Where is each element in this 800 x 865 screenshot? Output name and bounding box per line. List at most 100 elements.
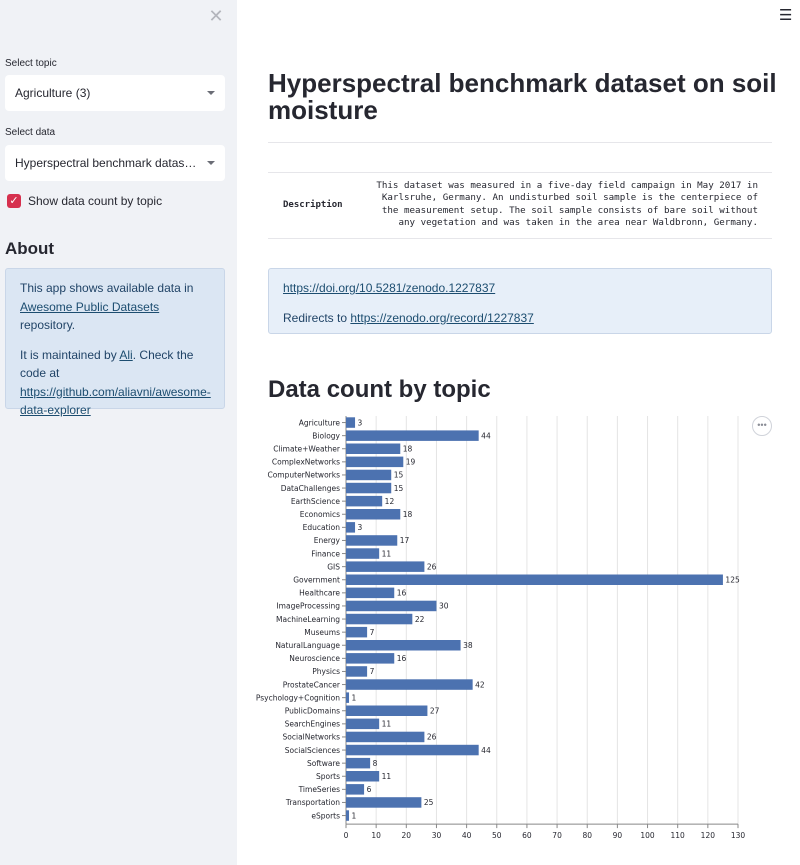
bar bbox=[346, 522, 356, 533]
bar-value-label: 18 bbox=[403, 444, 413, 453]
bar bbox=[346, 626, 368, 638]
bar bbox=[346, 718, 380, 730]
x-tick-label: 30 bbox=[432, 831, 442, 840]
category-label: ImageProcessing bbox=[276, 602, 340, 611]
category-label: Software bbox=[307, 759, 340, 768]
category-label: Museums bbox=[304, 628, 340, 637]
bar-value-label: 25 bbox=[424, 798, 434, 807]
bar-value-label: 26 bbox=[427, 733, 437, 742]
bar bbox=[346, 456, 404, 468]
x-tick-label: 80 bbox=[582, 831, 592, 840]
category-label: SearchEngines bbox=[285, 720, 340, 729]
category-label: Neuroscience bbox=[289, 654, 340, 663]
bar-value-label: 15 bbox=[394, 471, 404, 480]
bar bbox=[346, 495, 383, 507]
bar bbox=[346, 443, 401, 454]
bar-value-label: 8 bbox=[373, 759, 378, 768]
page-title: Hyperspectral benchmark dataset on soil … bbox=[268, 68, 777, 125]
bar-value-label: 16 bbox=[397, 589, 407, 598]
category-label: Economics bbox=[300, 510, 340, 519]
bar-value-label: 42 bbox=[475, 680, 485, 689]
bar-value-label: 11 bbox=[382, 772, 392, 781]
bar bbox=[346, 653, 395, 664]
bar-value-label: 6 bbox=[367, 785, 372, 794]
bar bbox=[346, 679, 473, 690]
bar-value-label: 11 bbox=[382, 720, 392, 729]
github-code-link[interactable]: https://github.com/aliavni/awesome-data-… bbox=[20, 384, 211, 418]
bar bbox=[346, 613, 413, 625]
x-tick-label: 120 bbox=[701, 831, 716, 840]
bar-value-label: 11 bbox=[382, 549, 392, 558]
about-text: repository. bbox=[20, 318, 76, 332]
bar bbox=[346, 692, 350, 703]
chevron-down-icon bbox=[207, 91, 215, 95]
category-label: GIS bbox=[327, 562, 340, 571]
about-text: This app shows available data in bbox=[20, 281, 194, 295]
category-label: Finance bbox=[311, 549, 340, 558]
bar bbox=[346, 744, 479, 756]
category-label: SocialNetworks bbox=[283, 733, 341, 742]
bar-value-label: 7 bbox=[370, 667, 375, 676]
data-select-value: Hyperspectral benchmark dataset on soil … bbox=[15, 156, 225, 170]
table-bottom-border bbox=[268, 238, 772, 239]
section-title: Data count by topic bbox=[268, 376, 491, 403]
category-label: DataChallenges bbox=[281, 484, 340, 493]
category-label: Climate+Weather bbox=[273, 444, 341, 453]
bar bbox=[346, 587, 395, 599]
category-label: eSports bbox=[311, 811, 340, 820]
close-icon[interactable]: ✕ bbox=[208, 6, 224, 26]
author-link[interactable]: Ali bbox=[119, 347, 133, 362]
bar-value-label: 125 bbox=[725, 575, 740, 584]
topic-select-value: Agriculture (3) bbox=[15, 86, 91, 100]
x-tick-label: 110 bbox=[671, 831, 686, 840]
awesome-datasets-link[interactable]: Awesome Public Datasets bbox=[20, 299, 160, 314]
show-count-checkbox-row[interactable]: ✓ Show data count by topic bbox=[7, 193, 162, 209]
bar bbox=[346, 771, 380, 782]
bar bbox=[346, 666, 368, 677]
redirect-text: Redirects to bbox=[283, 311, 351, 325]
bar-value-label: 18 bbox=[403, 510, 413, 519]
bar bbox=[346, 640, 461, 651]
sidebar: ✕ Select topic Agriculture (3) Select da… bbox=[0, 0, 237, 865]
bar-value-label: 1 bbox=[352, 693, 357, 702]
bar bbox=[346, 469, 392, 481]
category-label: Healthcare bbox=[299, 589, 340, 598]
bar-value-label: 15 bbox=[394, 484, 404, 493]
category-label: Education bbox=[303, 523, 341, 532]
category-label: Energy bbox=[314, 536, 341, 545]
category-label: PublicDomains bbox=[285, 706, 340, 715]
show-count-checkbox-label: Show data count by topic bbox=[28, 194, 163, 208]
x-tick-label: 70 bbox=[552, 831, 562, 840]
category-label: ProstateCancer bbox=[283, 680, 341, 689]
x-tick-label: 100 bbox=[640, 831, 655, 840]
about-heading: About bbox=[5, 239, 55, 258]
category-label: Agriculture bbox=[299, 418, 341, 427]
doi-link[interactable]: https://doi.org/10.5281/zenodo.1227837 bbox=[283, 281, 496, 295]
bar-value-label: 44 bbox=[481, 431, 491, 440]
checkbox-checked-icon[interactable]: ✓ bbox=[7, 194, 21, 208]
category-label: Transportation bbox=[285, 798, 340, 807]
category-label: SocialSciences bbox=[285, 746, 340, 755]
topic-select[interactable]: Agriculture (3) bbox=[5, 75, 225, 111]
bar bbox=[346, 705, 428, 716]
category-label: EarthScience bbox=[291, 497, 341, 506]
links-info-box: https://doi.org/10.5281/zenodo.1227837 R… bbox=[268, 268, 772, 334]
select-topic-label: Select topic bbox=[5, 58, 57, 69]
bar-value-label: 38 bbox=[463, 641, 473, 650]
category-label: Government bbox=[293, 575, 340, 584]
data-select[interactable]: Hyperspectral benchmark dataset on soil … bbox=[5, 145, 225, 181]
bar-value-label: 3 bbox=[358, 523, 363, 532]
bar-value-label: 12 bbox=[385, 497, 395, 506]
table-top-border bbox=[268, 172, 772, 173]
x-tick-label: 10 bbox=[371, 831, 381, 840]
select-data-label: Select data bbox=[5, 127, 56, 138]
bar bbox=[346, 574, 723, 585]
bar bbox=[346, 535, 398, 546]
zenodo-record-link[interactable]: https://zenodo.org/record/1227837 bbox=[350, 311, 534, 325]
bar-value-label: 1 bbox=[352, 811, 357, 820]
bar-value-label: 22 bbox=[415, 615, 425, 624]
hamburger-menu-icon[interactable]: ☰ bbox=[779, 7, 793, 24]
more-options-icon[interactable]: ••• bbox=[752, 416, 772, 436]
bar bbox=[346, 417, 356, 428]
bar-value-label: 44 bbox=[481, 746, 491, 755]
